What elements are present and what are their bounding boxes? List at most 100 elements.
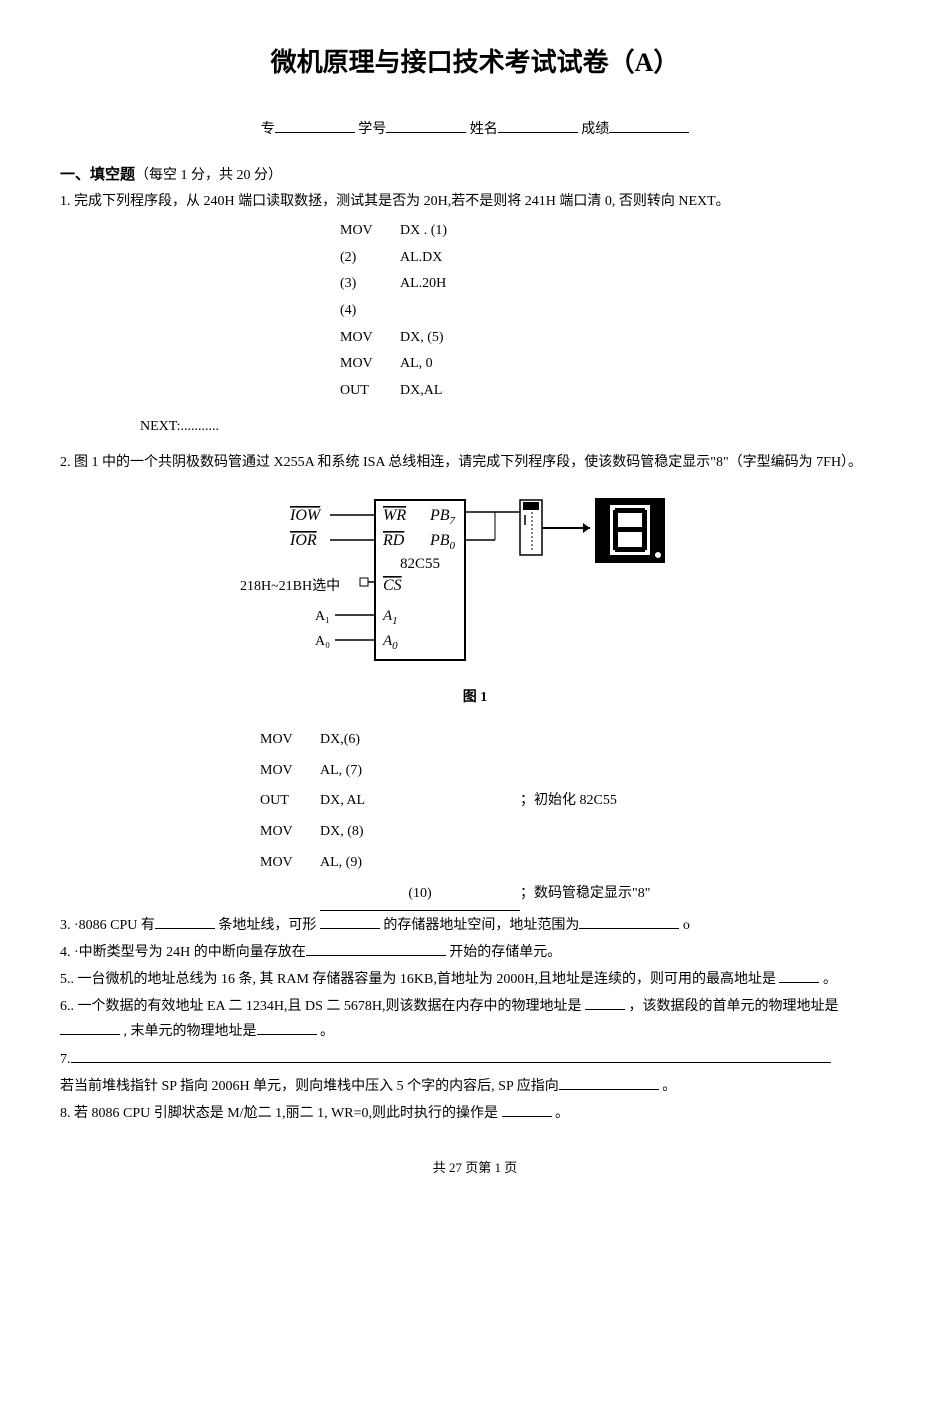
pb0-label: PB	[429, 532, 450, 549]
label-name: 姓名	[470, 122, 498, 137]
question-6: 6.. 一个数据的有效地址 EA 二 1234H,且 DS 二 5678H,则该…	[60, 994, 890, 1044]
pb7-sub: 7	[450, 515, 456, 527]
q1-code-4-c2: DX, (5)	[400, 325, 890, 352]
q2-code-row-2: OUTDX, AL；初始化 82C55	[260, 786, 890, 817]
section-1-title: 一、填空题	[60, 167, 135, 183]
q2-code-row-4: MOVAL, (9)	[260, 848, 890, 879]
q2-code-last-c3: ；数码管稳定显示"8"	[520, 879, 890, 910]
label-specialty: 专	[261, 122, 275, 137]
q1-code-2-c1: (3)	[340, 271, 400, 298]
question-2: 2. 图 1 中的一个共阴极数码管通过 X255A 和系统 ISA 总线相连，请…	[60, 450, 890, 475]
q1-code-row-1: (2)AL.DX	[340, 245, 890, 272]
q1-code-2-c2: AL.20H	[400, 271, 890, 298]
q6-blank-2[interactable]	[60, 1034, 120, 1035]
question-4: 4. ·中断类型号为 24H 的中断向量存放在 开始的存储单元。	[60, 940, 890, 965]
q1-code-row-4: MOVDX, (5)	[340, 325, 890, 352]
svg-text:A0: A0	[382, 633, 398, 652]
q1-code-row-6: OUTDX,AL	[340, 378, 890, 405]
q5-num: 5..	[60, 972, 74, 987]
q1-code-0-c2: DX . (1)	[400, 218, 890, 245]
q2-code-4-c1: MOV	[260, 848, 320, 879]
question-5: 5.. 一台微机的地址总线为 16 条, 其 RAM 存储器容量为 16KB,首…	[60, 967, 890, 992]
a0l-label: A₀	[315, 634, 330, 649]
q6-text1: 一个数据的有效地址 EA 二 1234H,且 DS 二 5678H,则该数据在内…	[78, 999, 582, 1014]
q2-code-0-c1: MOV	[260, 725, 320, 756]
sel-label: 218H~21BH选中	[240, 578, 340, 594]
fig-1-label: 图 1	[60, 685, 890, 710]
q3-mid2: 的存储器地址空间，地址范围为	[383, 918, 579, 933]
q2-code-3-c2: DX, (8)	[320, 817, 520, 848]
question-7: 7.	[60, 1047, 890, 1072]
q1-code: MOVDX . (1) (2)AL.DX (3)AL.20H (4) MOVDX…	[340, 218, 890, 404]
q1-code-4-c1: MOV	[340, 325, 400, 352]
q3-blank-3[interactable]	[579, 928, 679, 929]
q2-num: 2.	[60, 455, 71, 470]
q1-next-label: NEXT:...........	[140, 414, 890, 439]
q2-code-last-c2-wrap: (10)	[320, 879, 520, 911]
blank-score[interactable]	[609, 118, 689, 133]
q8-blank[interactable]	[502, 1116, 552, 1117]
q2-code-1-c1: MOV	[260, 756, 320, 787]
student-info-line: 专 学号 姓名 成绩	[60, 117, 890, 142]
page-footer: 共 27 页第 1 页	[60, 1156, 890, 1179]
pb0-sub: 0	[450, 540, 456, 552]
q2-code-2-c1: OUT	[260, 786, 320, 817]
q2-text: 图 1 中的一个共阴极数码管通过 X255A 和系统 ISA 总线相连，请完成下…	[74, 455, 862, 470]
q4-num: 4.	[60, 945, 71, 960]
a0r-sub: 0	[392, 640, 398, 652]
blank-specialty[interactable]	[275, 118, 355, 133]
q1-code-row-0: MOVDX . (1)	[340, 218, 890, 245]
q6-blank-3[interactable]	[257, 1034, 317, 1035]
q1-code-row-3: (4)	[340, 298, 890, 325]
q7-top-line	[71, 1062, 831, 1063]
wr-label: WR	[383, 507, 406, 524]
question-3: 3. ·8086 CPU 有 条地址线，可形 的存储器地址空间，地址范围为 o	[60, 913, 890, 938]
iow-label: IOW	[289, 507, 322, 524]
q2-code: MOVDX,(6) MOVAL, (7) OUTDX, AL；初始化 82C55…	[260, 725, 890, 911]
q1-num: 1.	[60, 194, 71, 209]
q3-blank-2[interactable]	[320, 928, 380, 929]
q6-suffix: 。	[320, 1024, 334, 1039]
q5-blank[interactable]	[779, 982, 819, 983]
q2-code-1-c2: AL, (7)	[320, 756, 520, 787]
q7-suffix: 。	[662, 1079, 676, 1094]
q1-code-5-c1: MOV	[340, 351, 400, 378]
a1r-sub: 1	[392, 615, 398, 627]
a1l-label: A₁	[315, 609, 330, 624]
q1-code-3-c1: (4)	[340, 298, 400, 325]
q8-suffix: 。	[555, 1106, 569, 1121]
q6-blank-1[interactable]	[585, 1009, 625, 1010]
q2-code-4-c2: AL, (9)	[320, 848, 520, 879]
section-1-note: （每空 1 分，共 20 分）	[135, 168, 282, 183]
q1-code-0-c1: MOV	[340, 218, 400, 245]
question-1: 1. 完成下列程序段，从 240H 端口读取数拯，测试其是否为 20H,若不是则…	[60, 189, 890, 214]
svg-text:A1: A1	[382, 608, 398, 627]
q7-blank[interactable]	[559, 1089, 659, 1090]
blank-name[interactable]	[498, 118, 578, 133]
q1-code-6-c1: OUT	[340, 378, 400, 405]
q1-code-3-c2	[400, 298, 890, 325]
q2-code-2-c2: DX, AL	[320, 786, 520, 817]
q3-blank-1[interactable]	[155, 928, 215, 929]
q8-num: 8.	[60, 1106, 71, 1121]
q4-blank[interactable]	[306, 955, 446, 956]
q6-text2: ，该数据段的首单元的物理地址是	[629, 999, 839, 1014]
q1-text: 完成下列程序段，从 240H 端口读取数拯，测试其是否为 20H,若不是则将 2…	[74, 194, 730, 209]
q2-code-0-c2: DX,(6)	[320, 725, 520, 756]
question-8: 8. 若 8086 CPU 引脚状态是 M/尬二 1,丽二 1, WR=0,则此…	[60, 1101, 890, 1126]
q1-code-1-c2: AL.DX	[400, 245, 890, 272]
svg-text:PB0: PB0	[429, 532, 456, 552]
q2-code-row-3: MOVDX, (8)	[260, 817, 890, 848]
q2-code-row-1: MOVAL, (7)	[260, 756, 890, 787]
q2-code-2-c3: ；初始化 82C55	[520, 786, 890, 817]
svg-text:PB7: PB7	[429, 507, 456, 527]
q2-code-3-c1: MOV	[260, 817, 320, 848]
q7-num: 7.	[60, 1052, 71, 1067]
cs-label: CS	[383, 577, 402, 594]
q5-text: 一台微机的地址总线为 16 条, 其 RAM 存储器容量为 16KB,首地址为 …	[78, 972, 776, 987]
pb7-label: PB	[429, 507, 450, 524]
label-id: 学号	[358, 122, 386, 137]
blank-id[interactable]	[386, 118, 466, 133]
q1-code-row-5: MOVAL, 0	[340, 351, 890, 378]
q3-prefix: ·8086 CPU 有	[74, 918, 155, 933]
